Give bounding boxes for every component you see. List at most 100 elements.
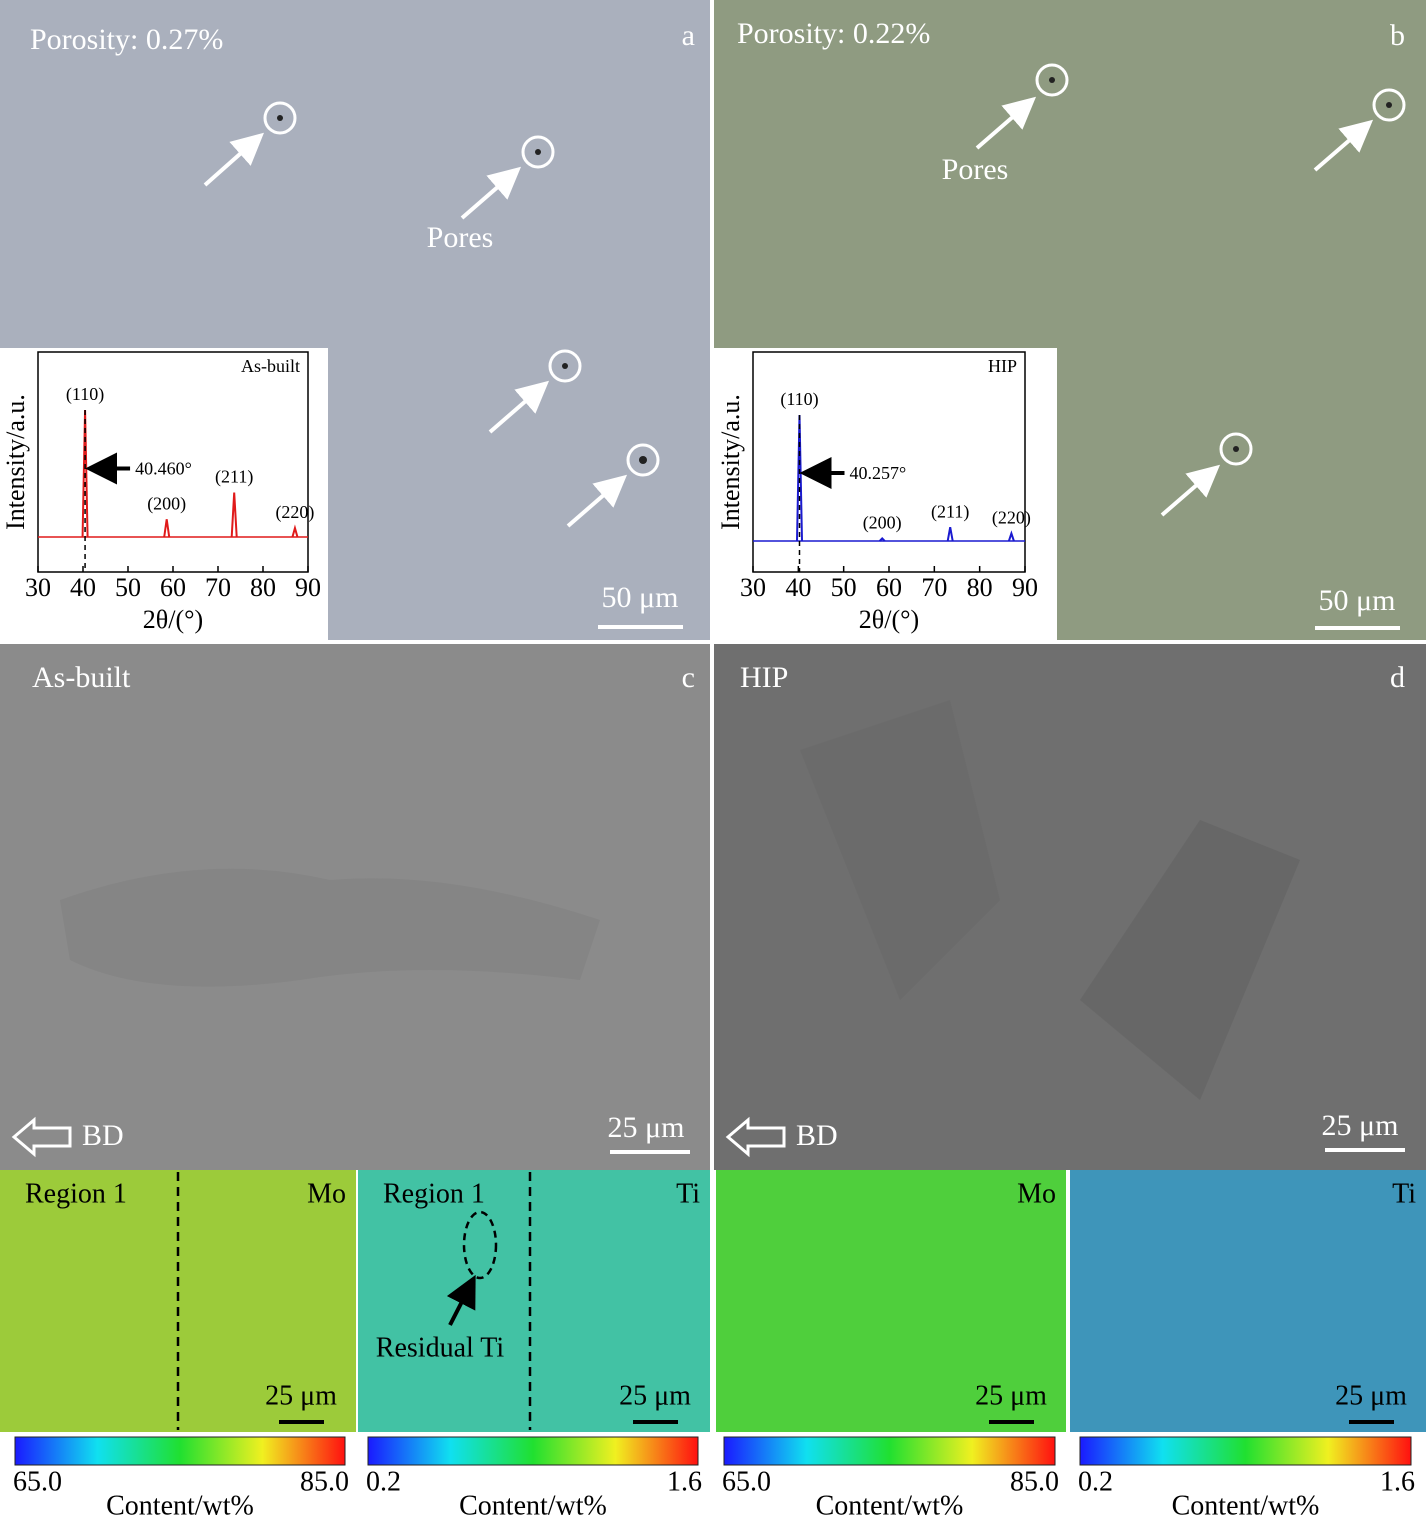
arrow [203, 132, 264, 187]
scale-bar-label: 25 μm [608, 1111, 685, 1144]
bd-arrow [11, 1116, 72, 1158]
inset-background [714, 348, 1057, 640]
inset-title: As-built [241, 356, 300, 376]
colorbar-min: 65.0 [722, 1466, 771, 1497]
x-tick-label: 80 [250, 573, 276, 602]
annotation: 40.257° [849, 463, 906, 483]
arrow [488, 380, 550, 434]
peak-label: (110) [780, 389, 818, 410]
eds-map [358, 1170, 710, 1432]
direction: BD [82, 1119, 124, 1152]
arrow [975, 96, 1037, 150]
peak-label: (200) [863, 513, 902, 534]
x-tick-label: 50 [831, 573, 857, 602]
peak-label: (220) [992, 508, 1031, 529]
region-label: Region 1 [383, 1178, 485, 1209]
pore [1049, 77, 1055, 83]
pore-circle [548, 349, 582, 383]
colorbar [1079, 1436, 1412, 1466]
x-tick-label: 40 [70, 573, 96, 602]
colorbar [14, 1436, 346, 1466]
x-axis-label: 2θ/(°) [859, 605, 919, 634]
peak-label: (211) [931, 501, 969, 522]
pore [1386, 102, 1392, 108]
x-tick-label: 50 [115, 573, 141, 602]
micrograph-d [714, 644, 1426, 1170]
x-tick-label: 70 [921, 573, 947, 602]
arrow [1313, 119, 1374, 172]
inset-background [0, 348, 328, 640]
panel-letter: b [1390, 19, 1405, 52]
pore [639, 456, 647, 464]
colorbar-min: 0.2 [1078, 1466, 1113, 1497]
pore-markers [203, 63, 1406, 528]
colorbar-label: Content/wt% [1172, 1490, 1320, 1521]
peak-label: (200) [147, 493, 186, 514]
pores-label: Pores [942, 153, 1009, 186]
x-tick-label: 90 [1012, 573, 1038, 602]
colorbar-max: 1.6 [667, 1466, 702, 1497]
panel-letter: a [682, 19, 695, 52]
colorbar-max: 1.6 [1380, 1466, 1415, 1497]
bd-arrow [725, 1116, 786, 1158]
eds-map [716, 1170, 1066, 1432]
pore [1233, 446, 1239, 452]
panel-letter: c [682, 661, 695, 694]
peak [878, 537, 886, 542]
colorbar-label: Content/wt% [106, 1490, 254, 1521]
direction: BD [796, 1119, 838, 1152]
scale-bar-label: 25 μm [619, 1380, 691, 1411]
x-tick-label: 30 [740, 573, 766, 602]
scale-bar-label: 25 μm [265, 1380, 337, 1411]
peak [230, 492, 238, 538]
xrd-insets: As-built 30 40 50 60 70 80 90 2θ/(°) Intensity/a.… [0, 348, 1057, 640]
x-tick-label: 70 [205, 573, 231, 602]
texture [800, 700, 1000, 1000]
colorbar-max: 85.0 [300, 1466, 349, 1497]
y-axis-label: Intensity/a.u. [716, 394, 745, 530]
eds-annotations: Mo Region 1 25 μm 65.0 85.0 Content/wt% Ti Regi… [13, 1178, 1416, 1521]
element-label: Ti [1392, 1178, 1416, 1209]
pores-label: Pores [427, 221, 494, 254]
x-tick-label: 90 [295, 573, 321, 602]
peak [163, 519, 171, 538]
region-label: Region 1 [25, 1178, 127, 1209]
eds-map [1070, 1170, 1426, 1432]
panel-label: HIP [740, 661, 788, 694]
pore [277, 115, 283, 121]
colorbar-min: 65.0 [13, 1466, 62, 1497]
peak [1007, 530, 1015, 542]
peak [946, 526, 954, 542]
peak-label: (211) [215, 467, 253, 488]
colorbar-label: Content/wt% [459, 1490, 607, 1521]
scale-bar-label: 50 μm [602, 581, 679, 614]
arrow [1160, 464, 1221, 517]
peak-label: (220) [275, 502, 314, 523]
colorbar-min: 0.2 [366, 1466, 401, 1497]
scale-bar-label: 25 μm [1335, 1380, 1407, 1411]
pore-circle [1219, 432, 1253, 466]
annotation: 40.460° [135, 459, 192, 479]
x-axis-label: 2θ/(°) [143, 605, 203, 634]
arrow [460, 166, 522, 220]
scale-bar-label: 50 μm [1319, 584, 1396, 617]
pore-circle [521, 135, 555, 169]
texture [1080, 820, 1300, 1100]
x-tick-label: 40 [785, 573, 811, 602]
texture [60, 868, 600, 987]
pore-dots [277, 77, 1392, 464]
peak-label: (110) [66, 384, 104, 405]
x-tick-label: 60 [876, 573, 902, 602]
pore-circle [1035, 63, 1069, 97]
pore [535, 149, 541, 155]
x-tick-label: 30 [25, 573, 51, 602]
y-axis-label: Intensity/a.u. [1, 394, 30, 530]
pore-circle [263, 101, 297, 135]
note: Residual Ti [376, 1332, 505, 1363]
residual-ti-outline [462, 1210, 498, 1280]
porosity: Porosity: 0.22% [737, 17, 930, 50]
colorbar-label: Content/wt% [816, 1490, 964, 1521]
colorbar [723, 1436, 1056, 1466]
x-tick-label: 80 [967, 573, 993, 602]
element-label: Mo [1017, 1178, 1056, 1209]
